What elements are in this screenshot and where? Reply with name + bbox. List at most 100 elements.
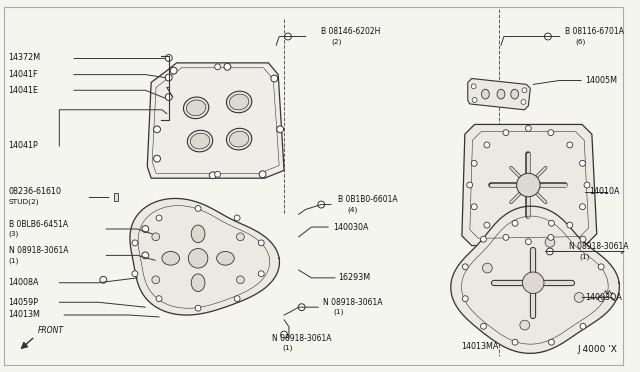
Circle shape <box>467 182 473 188</box>
Circle shape <box>481 323 486 329</box>
Circle shape <box>598 264 604 270</box>
Ellipse shape <box>188 130 212 152</box>
Polygon shape <box>130 198 280 315</box>
Circle shape <box>156 296 162 302</box>
Circle shape <box>214 64 221 70</box>
Circle shape <box>521 100 526 105</box>
Circle shape <box>580 236 586 242</box>
Circle shape <box>503 234 509 240</box>
Circle shape <box>318 201 324 208</box>
Circle shape <box>142 225 148 232</box>
Text: 14372M: 14372M <box>8 54 40 62</box>
Circle shape <box>165 94 172 100</box>
Text: 14041E: 14041E <box>8 86 38 95</box>
Circle shape <box>503 130 509 136</box>
Text: 16293M: 16293M <box>338 273 370 282</box>
Circle shape <box>271 75 278 82</box>
Circle shape <box>156 215 162 221</box>
Circle shape <box>548 130 554 136</box>
Circle shape <box>462 296 468 302</box>
Ellipse shape <box>162 251 179 265</box>
Ellipse shape <box>184 97 209 119</box>
Circle shape <box>259 271 264 277</box>
Text: 14010A: 14010A <box>589 187 620 196</box>
Circle shape <box>165 74 172 81</box>
Ellipse shape <box>217 251 234 265</box>
Circle shape <box>188 248 208 268</box>
Ellipse shape <box>191 274 205 292</box>
Text: (3): (3) <box>8 231 19 237</box>
Circle shape <box>195 305 201 311</box>
Text: J 4000 'X: J 4000 'X <box>577 345 617 354</box>
Text: N 08918-3061A: N 08918-3061A <box>570 242 629 251</box>
Circle shape <box>170 67 177 74</box>
Circle shape <box>598 296 604 302</box>
Text: 14013M: 14013M <box>8 311 40 320</box>
Circle shape <box>525 239 531 245</box>
Circle shape <box>472 97 477 102</box>
Circle shape <box>237 276 244 284</box>
Ellipse shape <box>186 100 206 116</box>
Ellipse shape <box>229 94 249 110</box>
Text: N 08918-3061A: N 08918-3061A <box>8 246 68 255</box>
Circle shape <box>285 33 291 40</box>
Circle shape <box>152 233 159 241</box>
Circle shape <box>154 155 161 162</box>
Circle shape <box>567 142 573 148</box>
Ellipse shape <box>227 91 252 113</box>
Text: 14041P: 14041P <box>8 141 38 150</box>
Circle shape <box>584 182 590 188</box>
Ellipse shape <box>191 225 205 243</box>
Circle shape <box>100 276 107 283</box>
Text: 14003QA: 14003QA <box>585 293 622 302</box>
Text: 140030A: 140030A <box>333 222 369 231</box>
Text: 14005M: 14005M <box>585 76 617 85</box>
Text: (2): (2) <box>331 38 342 45</box>
Text: (1): (1) <box>333 309 344 315</box>
Circle shape <box>484 222 490 228</box>
Circle shape <box>481 236 486 242</box>
Circle shape <box>237 233 244 241</box>
Text: 14059P: 14059P <box>8 298 38 307</box>
Circle shape <box>132 271 138 277</box>
Circle shape <box>471 84 476 89</box>
Circle shape <box>471 160 477 166</box>
Circle shape <box>580 323 586 329</box>
Circle shape <box>259 171 266 178</box>
Circle shape <box>525 125 531 131</box>
Text: B 08116-6701A: B 08116-6701A <box>566 27 625 36</box>
Circle shape <box>298 304 305 311</box>
Text: N 08918-3061A: N 08918-3061A <box>273 334 332 343</box>
Circle shape <box>195 205 201 211</box>
Circle shape <box>483 263 492 273</box>
Text: FRONT: FRONT <box>38 326 64 334</box>
Text: B 08146-6202H: B 08146-6202H <box>321 27 381 36</box>
Circle shape <box>259 240 264 246</box>
Circle shape <box>471 204 477 210</box>
Circle shape <box>545 33 551 40</box>
Polygon shape <box>462 125 596 246</box>
Circle shape <box>574 292 584 302</box>
Circle shape <box>548 220 554 226</box>
Circle shape <box>512 339 518 345</box>
Circle shape <box>224 63 231 70</box>
Text: 14041F: 14041F <box>8 70 38 79</box>
Ellipse shape <box>227 128 252 150</box>
Text: (1): (1) <box>8 257 19 263</box>
Text: B 0BLB6-6451A: B 0BLB6-6451A <box>8 219 68 229</box>
Circle shape <box>142 252 148 259</box>
Circle shape <box>462 264 468 270</box>
Circle shape <box>580 160 586 166</box>
Bar <box>114 193 118 201</box>
Ellipse shape <box>481 89 489 99</box>
Ellipse shape <box>229 131 249 147</box>
Circle shape <box>281 331 287 338</box>
Circle shape <box>545 237 555 247</box>
Circle shape <box>209 172 216 179</box>
Text: 08236-61610: 08236-61610 <box>8 187 61 196</box>
Circle shape <box>234 215 240 221</box>
Text: (1): (1) <box>282 345 292 352</box>
Circle shape <box>276 126 284 133</box>
Circle shape <box>520 320 530 330</box>
Circle shape <box>152 276 159 284</box>
